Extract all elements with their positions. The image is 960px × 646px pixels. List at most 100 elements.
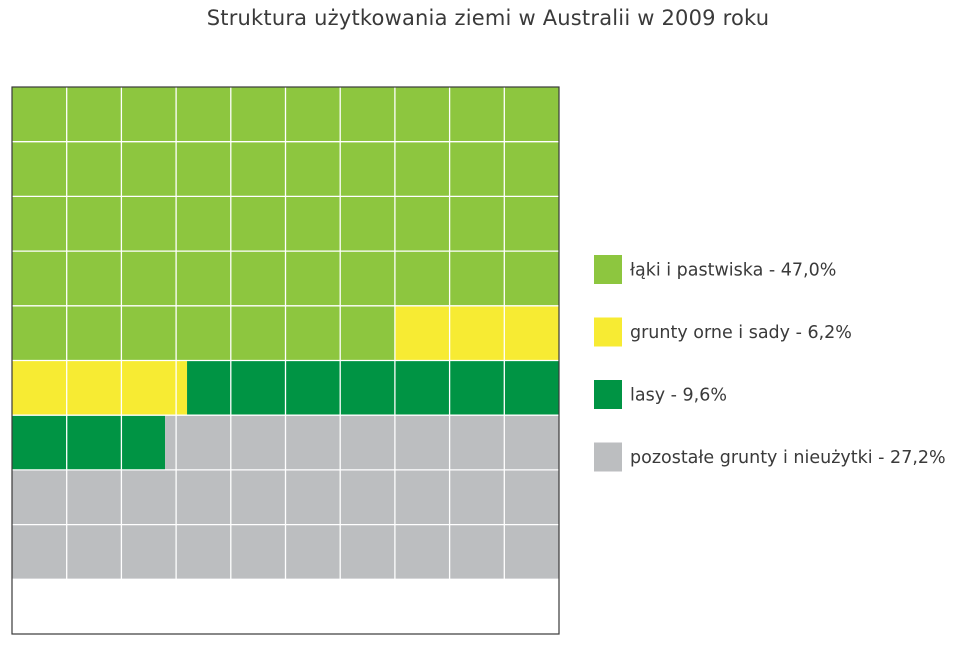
waffle-cell-pozostałe-grunty-i-nieużytki (66, 524, 122, 580)
waffle-cells (12, 87, 559, 580)
legend: łąki i pastwiska - 47,0% grunty orne i sa… (594, 255, 946, 472)
waffle-cell-łąki-i-pastwiska (230, 251, 286, 306)
legend-swatch (594, 442, 622, 472)
waffle-cell-łąki-i-pastwiska (176, 87, 231, 142)
waffle-cell-łąki-i-pastwiska (121, 305, 177, 361)
waffle-cell-łąki-i-pastwiska (12, 251, 67, 306)
waffle-cell-grunty-orne-i-sady (12, 360, 67, 416)
waffle-cell-łąki-i-pastwiska (121, 141, 177, 197)
waffle-cell-łąki-i-pastwiska (230, 141, 286, 197)
waffle-cell-pozostałe-grunty-i-nieużytki (176, 469, 231, 525)
waffle-cell-grunty-orne-i-sady (504, 305, 559, 361)
legend-swatch (594, 317, 622, 347)
waffle-cell-pozostałe-grunty-i-nieużytki (12, 524, 67, 580)
waffle-cell-lasy (285, 360, 341, 416)
waffle-cell-lasy (394, 360, 450, 416)
waffle-cell-łąki-i-pastwiska (12, 87, 67, 142)
waffle-cell-łąki-i-pastwiska (394, 251, 450, 306)
waffle-cell-lasy (12, 415, 67, 470)
waffle-cell-łąki-i-pastwiska (12, 305, 67, 361)
waffle-cell-łąki-i-pastwiska (121, 251, 177, 306)
waffle-cell-łąki-i-pastwiska (285, 305, 341, 361)
waffle-cell-grunty-orne-i-sady (66, 360, 122, 416)
waffle-cell-pozostałe-grunty-i-nieużytki (449, 415, 505, 470)
waffle-cell-łąki-i-pastwiska (449, 141, 505, 197)
waffle-cell-pozostałe-grunty-i-nieużytki (285, 415, 341, 470)
waffle-cell-łąki-i-pastwiska (449, 87, 505, 142)
waffle-cell-łąki-i-pastwiska (230, 87, 286, 142)
waffle-cell-lasy (449, 360, 505, 416)
waffle-cell-grunty-orne-i-sady (121, 360, 177, 416)
waffle-cell-pozostałe-grunty-i-nieużytki (504, 469, 559, 525)
waffle-cell-łąki-i-pastwiska (504, 251, 559, 306)
waffle-cell-pozostałe-grunty-i-nieużytki (285, 524, 341, 580)
waffle-border (11, 86, 560, 635)
waffle-cell-pozostałe-grunty-i-nieużytki (230, 415, 286, 470)
waffle-cell-łąki-i-pastwiska (230, 305, 286, 361)
waffle-cell-łąki-i-pastwiska (340, 196, 395, 252)
waffle-cell-pozostałe-grunty-i-nieużytki (230, 524, 286, 580)
waffle-cell-łąki-i-pastwiska (12, 196, 67, 252)
waffle-cell-lasy (504, 360, 559, 416)
waffle-cell-łąki-i-pastwiska (340, 141, 395, 197)
waffle-cell-łąki-i-pastwiska (394, 141, 450, 197)
waffle-cell-pozostałe-grunty-i-nieużytki (340, 469, 395, 525)
waffle-cell-łąki-i-pastwiska (340, 251, 395, 306)
waffle-cell-łąki-i-pastwiska (230, 196, 286, 252)
waffle-cell-łąki-i-pastwiska (176, 305, 231, 361)
waffle-cell-łąki-i-pastwiska (285, 141, 341, 197)
waffle-cell-łąki-i-pastwiska (66, 251, 122, 306)
waffle-cell-pozostałe-grunty-i-nieużytki (340, 415, 395, 470)
waffle-cell-łąki-i-pastwiska (394, 196, 450, 252)
waffle-cell-łąki-i-pastwiska (66, 141, 122, 197)
waffle-cell-grunty-orne-i-sady (394, 305, 450, 361)
waffle-cell-pozostałe-grunty-i-nieużytki (285, 469, 341, 525)
waffle-cell-pozostałe-grunty-i-nieużytki (504, 415, 559, 470)
waffle-cell-grunty-orne-i-sady (449, 305, 505, 361)
legend-swatch (594, 255, 622, 284)
waffle-cell-łąki-i-pastwiska (176, 141, 231, 197)
waffle-cell-lasy (340, 360, 395, 416)
chart-title: Struktura użytkowania ziemi w Australii … (206, 6, 770, 30)
waffle-cell-łąki-i-pastwiska (285, 196, 341, 252)
waffle-cell-łąki-i-pastwiska (121, 87, 177, 142)
waffle-cell-pozostałe-grunty-i-nieużytki (394, 415, 450, 470)
waffle-cell-pozostałe-grunty-i-nieużytki (176, 415, 231, 470)
waffle-cell-pozostałe-grunty-i-nieużytki (449, 469, 505, 525)
waffle-cell-lasy (230, 360, 286, 416)
waffle-cell-pozostałe-grunty-i-nieużytki (449, 524, 505, 580)
waffle-cell-grunty-orne-i-sady (176, 360, 188, 416)
waffle-cell-łąki-i-pastwiska (394, 87, 450, 142)
waffle-cell-łąki-i-pastwiska (504, 141, 559, 197)
waffle-cell-pozostałe-grunty-i-nieużytki (176, 524, 231, 580)
waffle-cell-łąki-i-pastwiska (285, 251, 341, 306)
waffle-cell-pozostałe-grunty-i-nieużytki (165, 415, 177, 470)
waffle-cell-łąki-i-pastwiska (66, 305, 122, 361)
waffle-cell-pozostałe-grunty-i-nieużytki (504, 524, 559, 580)
legend-label: łąki i pastwiska - 47,0% (630, 261, 836, 281)
waffle-cell-łąki-i-pastwiska (504, 196, 559, 252)
waffle-cell-łąki-i-pastwiska (449, 196, 505, 252)
waffle-cell-pozostałe-grunty-i-nieużytki (121, 469, 177, 525)
waffle-cell-łąki-i-pastwiska (285, 87, 341, 142)
legend-label: lasy - 9,6% (630, 386, 727, 406)
waffle-cell-pozostałe-grunty-i-nieużytki (394, 524, 450, 580)
waffle-cell-lasy (187, 360, 231, 416)
waffle-cell-pozostałe-grunty-i-nieużytki (66, 469, 122, 525)
waffle-cell-łąki-i-pastwiska (66, 87, 122, 142)
waffle-cell-łąki-i-pastwiska (449, 251, 505, 306)
waffle-cell-łąki-i-pastwiska (504, 87, 559, 142)
waffle-cell-lasy (121, 415, 166, 470)
waffle-cell-lasy (66, 415, 122, 470)
waffle-cell-łąki-i-pastwiska (12, 141, 67, 197)
waffle-cell-pozostałe-grunty-i-nieużytki (394, 469, 450, 525)
waffle-cell-łąki-i-pastwiska (340, 305, 395, 361)
waffle-cell-łąki-i-pastwiska (176, 251, 231, 306)
waffle-cell-pozostałe-grunty-i-nieużytki (12, 469, 67, 525)
waffle-cell-łąki-i-pastwiska (121, 196, 177, 252)
legend-label: pozostałe grunty i nieużytki - 27,2% (630, 448, 946, 468)
waffle-cell-łąki-i-pastwiska (66, 196, 122, 252)
waffle-gridlines (12, 87, 559, 634)
waffle-cell-łąki-i-pastwiska (340, 87, 395, 142)
